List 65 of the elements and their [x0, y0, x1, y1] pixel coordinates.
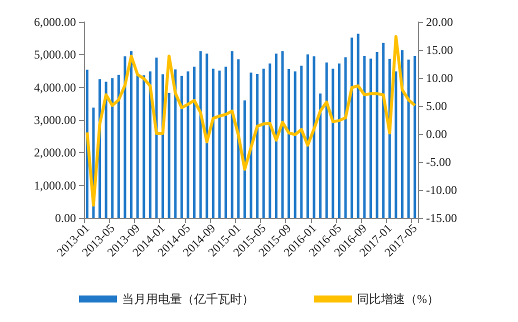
bar	[332, 68, 334, 218]
bar	[124, 56, 126, 218]
bar	[136, 74, 139, 218]
y-tick-label: 6,000.00	[34, 15, 76, 29]
y-tick-label: 3,000.00	[34, 113, 76, 127]
bar	[224, 66, 228, 218]
bar	[180, 76, 183, 218]
bar	[319, 94, 322, 218]
y-tick-label: 5,000.00	[34, 48, 76, 62]
bar	[274, 54, 278, 218]
y2-tick-label: -15.00	[426, 211, 457, 225]
bar	[155, 58, 158, 218]
bar	[256, 74, 259, 218]
bar	[356, 34, 360, 218]
bar	[376, 52, 378, 218]
legend-label: 同比增速（%）	[357, 292, 439, 306]
bar	[344, 57, 347, 218]
bar	[414, 56, 416, 218]
bar	[288, 69, 290, 218]
bar	[262, 68, 265, 218]
bar	[230, 51, 234, 218]
bar	[206, 54, 208, 218]
bar	[111, 78, 114, 218]
y-tick-label: 0.00	[55, 211, 76, 225]
bar	[174, 69, 177, 218]
legend-label: 当月用电量（亿千瓦时）	[122, 292, 254, 306]
bar	[186, 71, 190, 218]
bar	[104, 82, 108, 218]
bar	[218, 70, 221, 218]
bar	[250, 72, 252, 218]
y2-tick-label: -5.00	[426, 155, 451, 169]
y-tick-label: 1,000.00	[34, 178, 76, 192]
bar	[382, 42, 385, 218]
y-tick-label: 2,000.00	[34, 146, 76, 160]
bar	[306, 54, 309, 218]
bar	[212, 68, 214, 218]
y-tick-label: 4,000.00	[34, 80, 76, 94]
bar	[400, 50, 404, 218]
bar	[294, 71, 296, 218]
bar	[142, 75, 146, 218]
bar	[268, 63, 272, 218]
y2-tick-label: -10.00	[426, 183, 457, 197]
bar	[363, 56, 366, 218]
bar	[312, 56, 316, 218]
bar	[394, 71, 398, 218]
bar	[199, 51, 202, 218]
bar	[300, 66, 303, 218]
bar	[369, 58, 372, 218]
bar	[338, 63, 340, 218]
bar	[243, 100, 246, 218]
bar	[130, 51, 133, 218]
y2-tick-label: 0.00	[426, 127, 447, 141]
bar	[281, 51, 284, 218]
bar	[407, 60, 410, 218]
y2-tick-label: 10.00	[426, 71, 453, 85]
bar	[350, 38, 354, 218]
bar	[168, 92, 170, 218]
y2-tick-label: 20.00	[426, 15, 453, 29]
y2-tick-label: 5.00	[426, 99, 447, 113]
bar	[117, 74, 120, 218]
bar	[237, 59, 240, 218]
bar	[193, 66, 196, 218]
line-series	[86, 35, 416, 207]
bar	[325, 62, 328, 218]
y2-tick-label: 15.00	[426, 43, 453, 57]
